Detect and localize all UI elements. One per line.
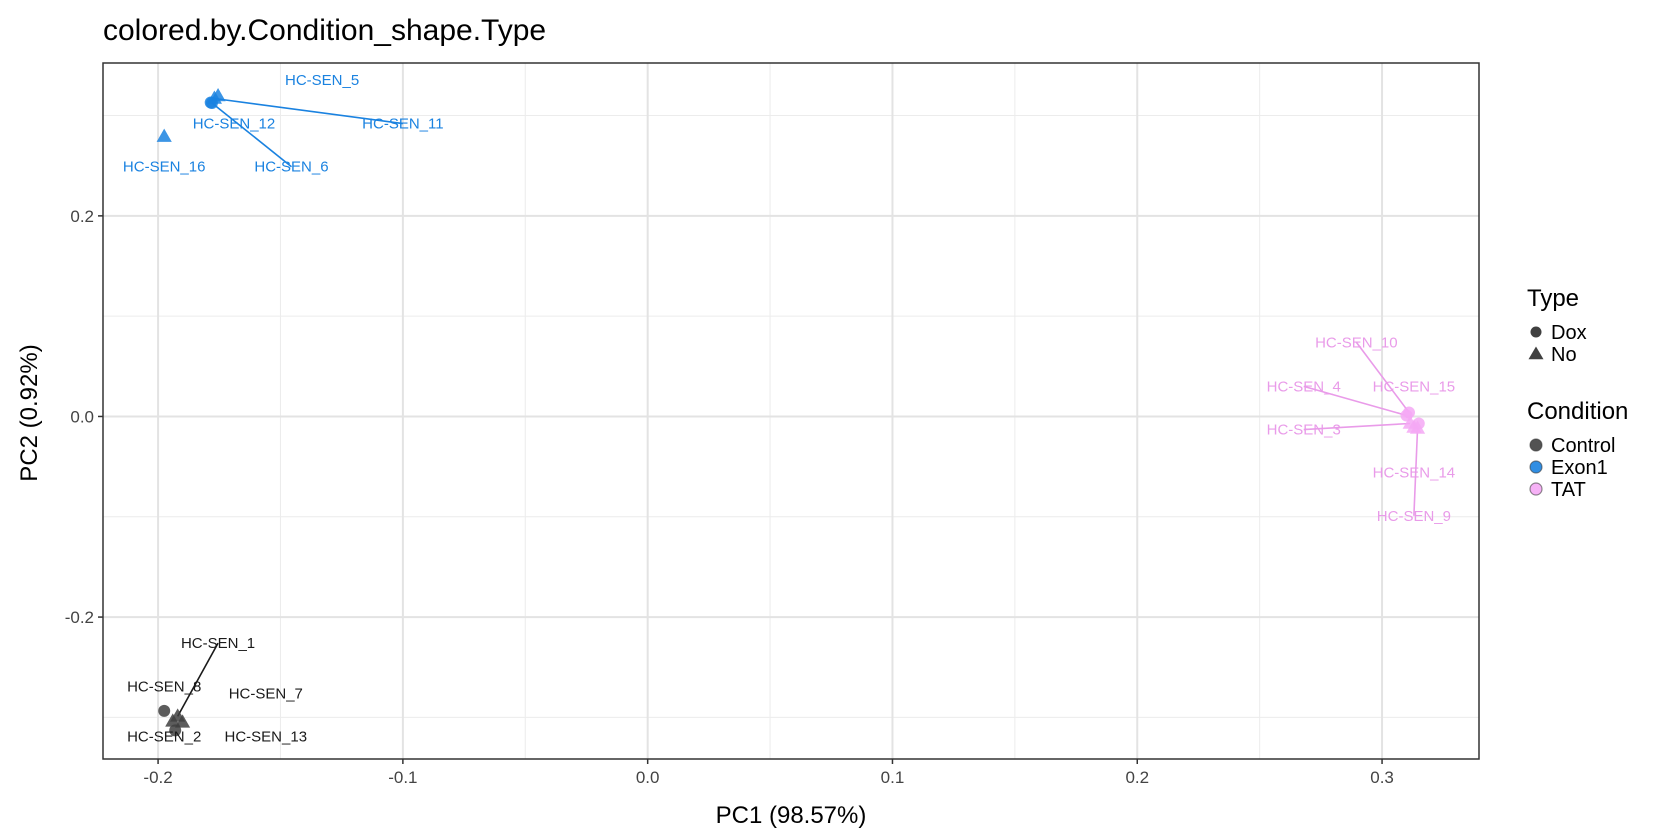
panel-background (103, 63, 1479, 759)
x-tick-label: 0.3 (1370, 768, 1394, 787)
point-label: HC-SEN_9 (1377, 508, 1451, 525)
data-point-circle (158, 704, 171, 717)
label-leader-line (214, 97, 403, 125)
y-tick-label: 0.0 (70, 407, 94, 426)
legend-key-color (1529, 438, 1543, 452)
label-leader-line (1413, 428, 1419, 516)
label-leader-line (1303, 422, 1411, 431)
point-label: HC-SEN_8 (127, 678, 201, 695)
data-point-triangle (1409, 420, 1426, 434)
legend-key-color (1529, 482, 1543, 496)
x-tick-label: 0.2 (1125, 768, 1149, 787)
point-label: HC-SEN_2 (127, 728, 201, 745)
x-tick-label: 0.1 (881, 768, 905, 787)
data-point-circle (169, 724, 182, 737)
point-label: HC-SEN_4 (1267, 378, 1341, 395)
x-tick-label: -0.1 (388, 768, 417, 787)
label-leader-line (211, 102, 292, 168)
point-label: HC-SEN_11 (362, 116, 443, 133)
legend-item-label: TAT (1551, 479, 1586, 501)
legend-title: Condition (1527, 398, 1628, 425)
legend-key-circle (1530, 326, 1542, 338)
y-tick-label: 0.2 (70, 207, 94, 226)
label-leader-line (1355, 341, 1410, 413)
point-label: HC-SEN_14 (1373, 465, 1456, 482)
panel-border (102, 62, 1480, 760)
data-point-triangle (165, 713, 181, 727)
y-axis-title: PC2 (0.92%) (16, 344, 43, 481)
point-label: HC-SEN_13 (225, 728, 308, 745)
data-point-circle (205, 97, 218, 110)
plot-area: HC-SEN_5 HC-SEN_11 HC-SEN_12 HC-SEN_6 HC-SEN… (103, 63, 1479, 759)
legend-item-label: Dox (1551, 322, 1587, 344)
y-tick-label: -0.2 (65, 608, 94, 627)
data-point-triangle (156, 128, 172, 142)
point-label: HC-SEN_10 (1315, 334, 1398, 351)
x-tick-label: 0.0 (636, 768, 660, 787)
x-tick-label: -0.2 (143, 768, 172, 787)
point-label: HC-SEN_7 (229, 685, 303, 702)
legend-item-label: No (1551, 344, 1577, 366)
legend-key-triangle (1528, 346, 1544, 360)
chart-title: colored.by.Condition_shape.Type (103, 14, 546, 47)
x-axis-title: PC1 (98.57%) (716, 802, 867, 829)
point-label: HC-SEN_6 (254, 159, 328, 176)
axes: -0.2 -0.1 0.0 0.1 0.2 0.3 -0.2 0.0 0.2 (65, 62, 1480, 787)
label-leader-line (1303, 385, 1407, 417)
label-leader-line (176, 642, 219, 717)
legend-key-color (1529, 460, 1543, 474)
point-label: HC-SEN_12 (193, 116, 276, 133)
point-label: HC-SEN_15 (1373, 378, 1456, 395)
point-label: HC-SEN_16 (123, 159, 206, 176)
legend-title: Type (1527, 285, 1579, 312)
legend-item-label: Exon1 (1551, 457, 1608, 479)
point-label: HC-SEN_5 (285, 72, 359, 89)
legend-item-label: Control (1551, 435, 1615, 457)
point-label: HC-SEN_3 (1267, 422, 1341, 439)
point-label: HC-SEN_1 (181, 635, 255, 652)
